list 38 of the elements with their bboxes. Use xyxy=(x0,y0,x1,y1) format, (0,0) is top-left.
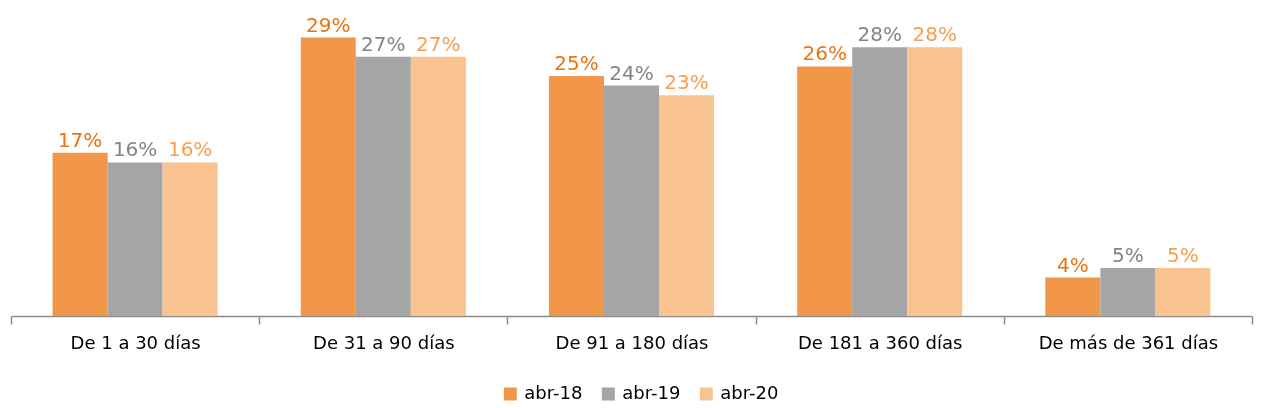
data-label: 16% xyxy=(112,137,158,162)
bar xyxy=(797,66,853,316)
data-label: 16% xyxy=(167,137,213,162)
x-tick-label: De 31 a 90 días xyxy=(313,331,455,353)
data-label: 5% xyxy=(1112,243,1144,267)
bar xyxy=(1045,277,1101,316)
bar xyxy=(852,47,908,316)
x-tick-label: De 91 a 180 días xyxy=(555,331,709,353)
data-label: 26% xyxy=(802,41,847,66)
data-label: 25% xyxy=(554,51,599,75)
legend-label: abr-19 xyxy=(622,382,681,403)
bar xyxy=(52,152,108,316)
data-label: 27% xyxy=(416,31,461,56)
data-label: 5% xyxy=(1167,243,1199,267)
bar xyxy=(410,56,466,316)
bar xyxy=(300,37,356,316)
bar xyxy=(107,162,163,316)
data-label: 27% xyxy=(361,31,406,56)
bar xyxy=(1155,268,1211,316)
bar xyxy=(907,47,963,316)
data-label: 28% xyxy=(857,22,902,47)
bar xyxy=(1100,268,1156,316)
data-label: 28% xyxy=(912,22,957,47)
legend-label: abr-18 xyxy=(524,382,583,403)
x-tick-label: De más de 361 días xyxy=(1038,331,1219,353)
legend-label: abr-20 xyxy=(720,382,779,403)
bar xyxy=(548,76,604,316)
data-label: 29% xyxy=(306,12,351,37)
bar xyxy=(659,95,715,316)
x-tick-label: De 181 a 360 días xyxy=(798,331,963,353)
data-label: 17% xyxy=(57,127,103,152)
x-tick-label: De 1 a 30 días xyxy=(70,331,201,353)
data-label: 23% xyxy=(664,70,709,95)
data-label: 24% xyxy=(609,60,654,85)
bar xyxy=(355,56,411,316)
data-label: 4% xyxy=(1057,252,1089,277)
bar xyxy=(603,85,660,316)
bar xyxy=(162,162,218,316)
